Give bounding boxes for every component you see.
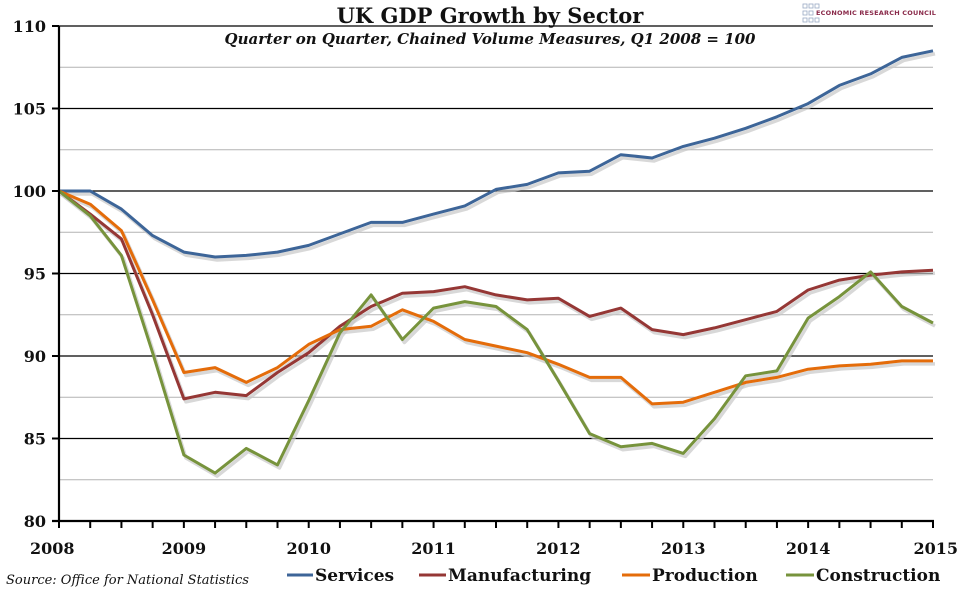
legend: Services Manufacturing Production Constr… (287, 566, 940, 586)
logo-text: ECONOMIC RESEARCH COUNCIL (816, 9, 936, 17)
y-tick-label: 105 (13, 100, 46, 119)
series-lines (58, 49, 934, 475)
y-tick-labels: 80 85 90 95 100 105 110 (13, 17, 46, 531)
legend-label-construction: Construction (816, 566, 940, 586)
legend-item-production: Production (622, 566, 758, 586)
legend-item-services: Services (287, 566, 394, 586)
y-tick-label: 100 (13, 182, 46, 201)
legend-item-manufacturing: Manufacturing (419, 566, 591, 586)
x-tick-label: 2010 (286, 539, 331, 558)
series-shadow-services (61, 52, 936, 262)
x-tick-label: 2008 (30, 539, 75, 558)
legend-label-services: Services (315, 566, 394, 586)
logo-squares-icon (802, 3, 820, 23)
erc-logo: ECONOMIC RESEARCH COUNCIL (802, 3, 936, 23)
x-tick-label: 2014 (786, 539, 831, 558)
y-tick-label: 85 (24, 430, 46, 449)
y-tick-label: 90 (24, 347, 46, 366)
chart-title: UK GDP Growth by Sector (337, 3, 645, 28)
series-line-production (58, 189, 933, 406)
legend-label-production: Production (652, 566, 758, 586)
x-tick-label: 2011 (411, 539, 456, 558)
x-tick-label: 2013 (661, 539, 706, 558)
series-line-construction (58, 189, 934, 475)
source-note: Source: Office for National Statistics (6, 573, 249, 588)
series-shadow-production (60, 192, 935, 409)
grid-lines (59, 25, 933, 481)
series-shadow-construction (59, 192, 936, 478)
x-tick-label: 2012 (536, 539, 581, 558)
legend-item-construction: Construction (786, 566, 940, 586)
chart-subtitle: Quarter on Quarter, Chained Volume Measu… (225, 30, 756, 48)
y-tick-label: 80 (24, 512, 46, 531)
axes (52, 25, 934, 528)
x-tick-label: 2009 (162, 539, 207, 558)
series-line-manufacturing (58, 189, 934, 401)
y-tick-label: 95 (24, 265, 46, 284)
x-tick-label: 2015 (913, 539, 958, 558)
y-tick-label: 110 (13, 17, 46, 36)
x-tick-labels: 2008 2009 2010 2011 2012 2013 2014 2015 (30, 539, 958, 558)
series-shadow-manufacturing (59, 192, 936, 404)
series-shadows (59, 52, 936, 478)
legend-label-manufacturing: Manufacturing (448, 566, 591, 586)
series-line-services (59, 49, 934, 259)
